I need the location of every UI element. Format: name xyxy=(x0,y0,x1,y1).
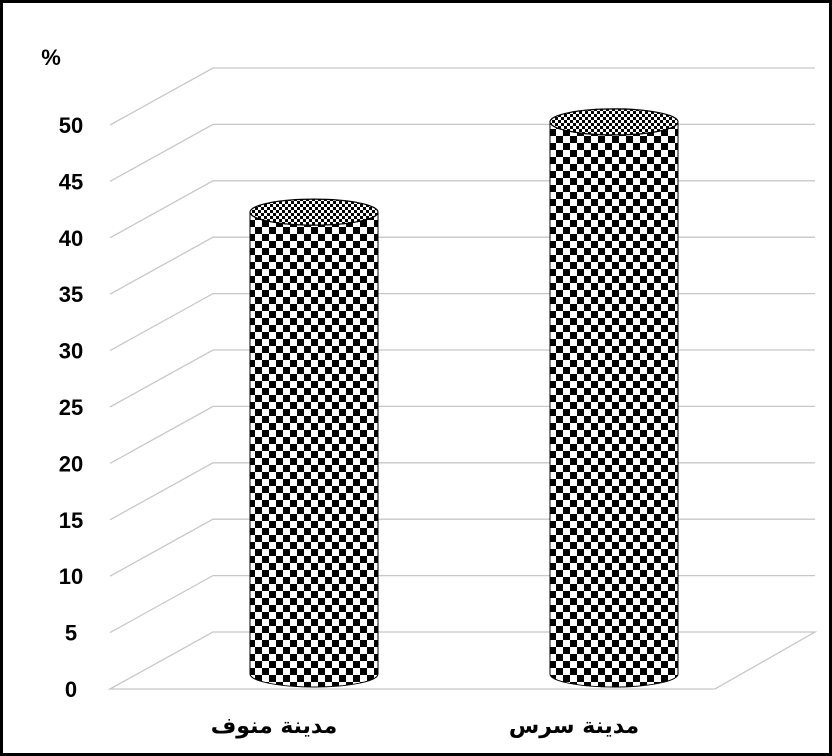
y-tick-label: 35 xyxy=(59,282,83,307)
y-tick-label: 50 xyxy=(59,113,83,138)
y-tick-label: 20 xyxy=(59,451,83,476)
y-axis-unit-label: % xyxy=(41,45,61,70)
y-tick-label: 5 xyxy=(65,621,77,646)
y-tick-label: 25 xyxy=(59,395,83,420)
gridline xyxy=(109,292,815,352)
y-tick-label: 30 xyxy=(59,339,83,364)
bar-top xyxy=(249,198,379,226)
floor-plane xyxy=(107,631,818,690)
y-tick-label: 10 xyxy=(59,564,83,589)
grid-layer xyxy=(107,67,818,690)
gridline xyxy=(109,67,815,126)
bar-body xyxy=(549,121,679,688)
y-tick-label: 0 xyxy=(65,677,77,702)
axis-layer: 0 5 10 15 20 25 30 35 40 45 50 مدينة منوف مدينة سرس xyxy=(59,113,639,739)
bar-layer xyxy=(249,108,679,688)
gridline xyxy=(109,123,815,182)
bar xyxy=(549,108,679,688)
bar-body xyxy=(249,212,379,688)
y-tick-label: 45 xyxy=(59,169,83,194)
y-tick-label: 15 xyxy=(59,508,83,533)
gridline xyxy=(109,405,815,464)
bar xyxy=(249,198,379,688)
x-category-label: مدينة سرس xyxy=(509,714,639,739)
gridline xyxy=(109,462,815,521)
gridline xyxy=(109,180,815,239)
gridline xyxy=(109,574,815,634)
gridline xyxy=(109,236,815,295)
y-tick-label: 40 xyxy=(59,226,83,251)
x-category-label: مدينة منوف xyxy=(211,714,338,739)
bar-top xyxy=(549,108,679,136)
gridline xyxy=(109,518,815,577)
gridline xyxy=(109,349,815,408)
